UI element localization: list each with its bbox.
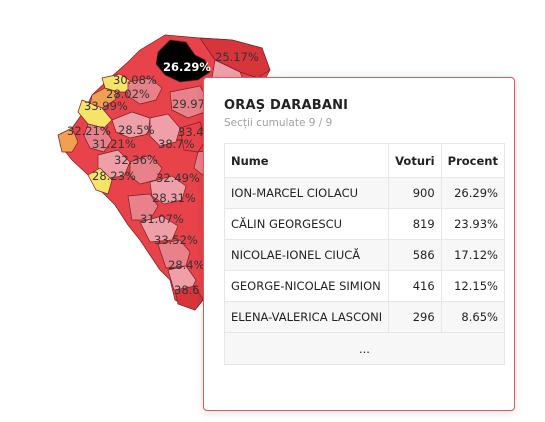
more-ellipsis: ...	[224, 332, 505, 365]
region-percent-label: 33.4	[178, 125, 204, 139]
table-row: GEORGE-NICOLAE SIMION 416 12.15%	[223, 270, 505, 302]
candidate-percent: 26.29%	[440, 177, 505, 209]
candidate-votes: 296	[388, 301, 442, 333]
map-region[interactable]	[97, 149, 131, 179]
tooltip-subtitle: Secții cumulate 9 / 9	[224, 117, 333, 129]
table-row: ION-MARCEL CIOLACU 900 26.29%	[223, 177, 505, 209]
map-region[interactable]	[87, 167, 113, 195]
table-row: CĂLIN GEORGESCU 819 23.93%	[223, 208, 505, 240]
map-region[interactable]	[167, 265, 197, 293]
region-percent-label: 32.36%	[114, 153, 158, 167]
map-region[interactable]	[83, 123, 113, 153]
region-percent-label: 31.21%	[92, 137, 136, 151]
map-region[interactable]	[157, 239, 191, 269]
region-percent-label: 28.23%	[92, 169, 136, 183]
region-percent-label: 28.4%	[168, 258, 205, 272]
candidate-name: ION-MARCEL CIOLACU	[223, 177, 390, 209]
results-table: Nume Voturi Procent ION-MARCEL CIOLACU 9…	[223, 143, 505, 365]
map-labels: 26.29% 25.17% 30.08%28.02%33.99% 29.97 32.21…	[67, 50, 259, 297]
region-percent-label: 26.29%	[163, 60, 211, 74]
candidate-percent: 8.65%	[440, 301, 505, 333]
locality-tooltip: ORAȘ DARABANI Secții cumulate 9 / 9 Nume…	[203, 77, 515, 411]
column-header-percent: Procent	[440, 143, 505, 178]
candidate-votes: 819	[388, 208, 442, 240]
region-percent-label: 28.5%	[118, 123, 155, 137]
region-percent-label: 33.99%	[84, 99, 128, 113]
map-region[interactable]	[179, 121, 207, 153]
table-row: NICOLAE-IONEL CIUCĂ 586 17.12%	[223, 239, 505, 271]
map-region[interactable]	[111, 111, 151, 139]
map-region[interactable]	[174, 285, 204, 311]
map-region[interactable]	[149, 113, 181, 147]
region-percent-label: 32.21%	[67, 124, 111, 138]
region-percent-label: 30.08%	[113, 73, 157, 87]
candidate-name: GEORGE-NICOLAE SIMION	[223, 270, 390, 302]
candidate-percent: 17.12%	[440, 239, 505, 271]
map-region[interactable]	[129, 154, 163, 185]
region-percent-label: 38.6	[174, 283, 200, 297]
map-region[interactable]	[155, 39, 211, 83]
candidate-name: CĂLIN GEORGESCU	[223, 208, 390, 240]
table-more-row: ...	[224, 332, 505, 365]
region-percent-label: 31.07%	[140, 212, 184, 226]
tooltip-title: ORAȘ DARABANI	[224, 98, 349, 113]
region-percent-label: 32.49%	[156, 171, 200, 185]
candidate-percent: 23.93%	[440, 208, 505, 240]
map-region[interactable]	[139, 215, 179, 243]
region-percent-label: 28.02%	[106, 87, 150, 101]
candidate-votes: 416	[388, 270, 442, 302]
table-header-row: Nume Voturi Procent	[223, 143, 505, 178]
candidate-votes: 586	[388, 239, 442, 271]
map-region[interactable]	[149, 175, 187, 205]
column-header-name: Nume	[223, 143, 390, 178]
region-percent-label: 38.7%	[158, 137, 195, 151]
map-region[interactable]	[127, 77, 163, 105]
region-percent-label: 25.17%	[215, 50, 259, 64]
map-region[interactable]	[127, 193, 159, 221]
region-percent-label: 28.31%	[152, 191, 196, 205]
region-percent-label: 33.52%	[154, 233, 198, 247]
candidate-percent: 12.15%	[440, 270, 505, 302]
candidate-name: ELENA-VALERICA LASCONI	[223, 301, 390, 333]
region-percent-label: 29.97	[172, 97, 205, 111]
column-header-votes: Voturi	[388, 143, 442, 178]
map-region[interactable]	[57, 127, 79, 153]
table-row: ELENA-VALERICA LASCONI 296 8.65%	[223, 301, 505, 333]
candidate-name: NICOLAE-IONEL CIUCĂ	[223, 239, 390, 271]
candidate-votes: 900	[388, 177, 442, 209]
